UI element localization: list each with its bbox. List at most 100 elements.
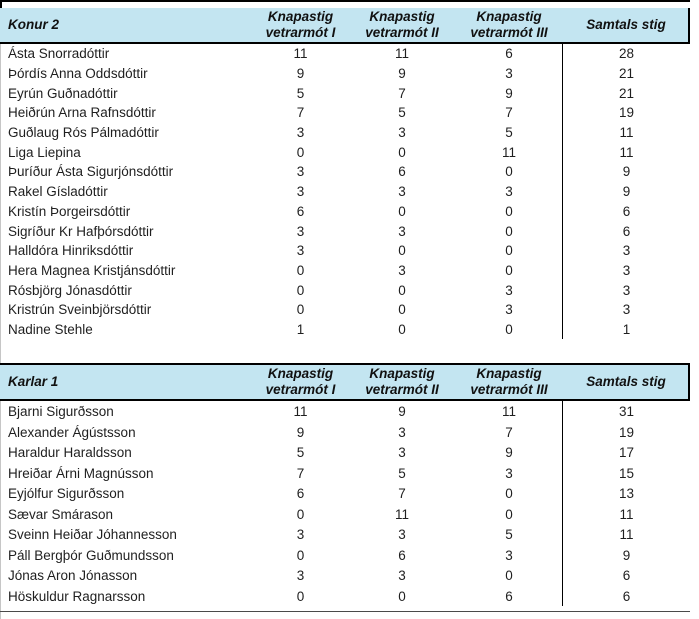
score-cell-1[interactable]: 7	[296, 465, 305, 481]
total-cell[interactable]: 9	[562, 162, 690, 182]
column-header-knapastig-1[interactable]: Knapastig vetrarmót I	[253, 8, 348, 42]
table-row[interactable]: Þuríður Ásta Sigurjónsdóttir 3 6 0 9	[0, 162, 690, 182]
column-header-knapastig-2[interactable]: Knapastig vetrarmót II	[348, 365, 456, 399]
score-cell-2[interactable]: 0	[398, 588, 406, 604]
score-cell-3[interactable]: 5	[505, 527, 513, 543]
rider-name-cell[interactable]: Nadine Stehle	[8, 321, 93, 337]
score-cell-2[interactable]: 0	[398, 282, 406, 298]
score-cell-3[interactable]: 0	[505, 243, 513, 259]
rider-name-cell[interactable]: Hera Magnea Kristjánsdóttir	[8, 262, 176, 278]
rider-name-cell[interactable]: Sveinn Heiðar Jóhannesson	[8, 527, 177, 543]
column-header-knapastig-2[interactable]: Knapastig vetrarmót II	[348, 8, 456, 42]
score-cell-3[interactable]: 0	[505, 203, 513, 219]
score-cell-3[interactable]: 3	[505, 282, 513, 298]
score-cell-3[interactable]: 9	[505, 445, 513, 461]
score-cell-2[interactable]: 5	[398, 105, 406, 121]
score-cell-2[interactable]: 7	[398, 486, 406, 502]
score-cell-1[interactable]: 1	[296, 321, 305, 337]
total-cell[interactable]: 17	[562, 442, 690, 463]
table-row[interactable]: Guðlaug Rós Pálmadóttir 3 3 5 11	[0, 122, 690, 143]
rider-name-cell[interactable]: Guðlaug Rós Pálmadóttir	[8, 125, 159, 141]
score-cell-3[interactable]: 9	[505, 85, 513, 101]
total-cell[interactable]: 3	[562, 299, 690, 320]
score-cell-3[interactable]: 3	[505, 465, 513, 481]
total-cell[interactable]: 28	[562, 44, 690, 64]
table-row[interactable]: Haraldur Haraldsson 5 3 9 17	[0, 442, 690, 463]
total-cell[interactable]: 3	[562, 280, 690, 300]
score-cell-1[interactable]: 9	[296, 66, 305, 82]
column-header-samtals[interactable]: Samtals stig	[586, 374, 666, 390]
table-row[interactable]: Bjarni Sigurðsson 11 9 11 31	[0, 401, 690, 422]
group-title[interactable]: Konur 2	[8, 17, 60, 32]
score-cell-1[interactable]: 0	[296, 547, 305, 563]
score-cell-1[interactable]: 3	[296, 243, 305, 259]
score-cell-2[interactable]: 0	[398, 321, 406, 337]
score-cell-3[interactable]: 3	[505, 66, 513, 82]
table-row[interactable]: Rakel Gísladóttir 3 3 3 9	[0, 181, 690, 202]
column-header-samtals[interactable]: Samtals stig	[586, 17, 666, 32]
total-cell[interactable]: 11	[562, 524, 690, 545]
total-cell[interactable]: 3	[562, 260, 690, 281]
rider-name-cell[interactable]: Ásta Snorradóttir	[8, 46, 110, 62]
score-cell-1[interactable]: 3	[296, 125, 305, 141]
score-cell-2[interactable]: 3	[398, 424, 406, 440]
rider-name-cell[interactable]: Hreiðar Árni Magnússon	[8, 465, 154, 481]
score-cell-2[interactable]: 3	[398, 262, 406, 278]
table-row[interactable]: Eyrún Guðnadóttir 5 7 9 21	[0, 83, 690, 104]
rider-name-cell[interactable]: Höskuldur Ragnarsson	[8, 588, 146, 604]
rider-name-cell[interactable]: Halldóra Hinriksdóttir	[8, 243, 134, 259]
rider-name-cell[interactable]: Rósbjörg Jónasdóttir	[8, 282, 132, 298]
score-cell-2[interactable]: 3	[398, 568, 406, 584]
table-row[interactable]: Heiðrún Arna Rafnsdóttir 7 5 7 19	[0, 103, 690, 123]
score-cell-1[interactable]: 5	[296, 85, 305, 101]
total-cell[interactable]: 3	[562, 240, 690, 261]
table-row[interactable]: Rósbjörg Jónasdóttir 0 0 3 3	[0, 280, 690, 300]
score-cell-3[interactable]: 5	[505, 125, 513, 141]
table-row[interactable]: Jónas Aron Jónasson 3 3 0 6	[0, 565, 690, 586]
total-cell[interactable]: 11	[562, 142, 690, 163]
total-cell[interactable]: 13	[562, 483, 690, 504]
score-cell-2[interactable]: 3	[398, 527, 406, 543]
score-cell-1[interactable]: 0	[296, 144, 305, 160]
table-row[interactable]: Eyjólfur Sigurðsson 6 7 0 13	[0, 483, 690, 504]
total-cell[interactable]: 19	[562, 103, 690, 123]
table-row[interactable]: Kristrún Sveinbjörsdóttir 0 0 3 3	[0, 299, 690, 320]
column-header-knapastig-1[interactable]: Knapastig vetrarmót I	[253, 365, 348, 399]
rider-name-cell[interactable]: Þuríður Ásta Sigurjónsdóttir	[8, 164, 174, 180]
total-cell[interactable]: 6	[562, 585, 690, 607]
table-row[interactable]: Þórdís Anna Oddsdóttir 9 9 3 21	[0, 63, 690, 84]
rider-name-cell[interactable]: Kristín Þorgeirsdóttir	[8, 203, 131, 219]
table-row[interactable]: Nadine Stehle 1 0 0 1	[0, 319, 690, 340]
total-cell[interactable]: 11	[562, 122, 690, 143]
score-cell-2[interactable]: 9	[398, 66, 406, 82]
score-cell-1[interactable]: 0	[296, 282, 305, 298]
score-cell-1[interactable]: 11	[293, 46, 308, 62]
score-cell-2[interactable]: 3	[398, 223, 406, 239]
score-cell-1[interactable]: 0	[296, 262, 305, 278]
score-cell-3[interactable]: 0	[505, 506, 513, 522]
rider-name-cell[interactable]: Eyjólfur Sigurðsson	[8, 486, 125, 502]
score-cell-2[interactable]: 11	[394, 506, 409, 522]
score-cell-2[interactable]: 0	[398, 144, 406, 160]
table-row[interactable]: Páll Bergþór Guðmundsson 0 6 3 9	[0, 544, 690, 566]
rider-name-cell[interactable]: Jónas Aron Jónasson	[8, 568, 138, 584]
total-cell[interactable]: 6	[562, 221, 690, 241]
table-row[interactable]: Kristín Þorgeirsdóttir 6 0 0 6	[0, 201, 690, 222]
score-cell-2[interactable]: 0	[398, 302, 406, 318]
score-cell-2[interactable]: 5	[398, 465, 406, 481]
total-cell[interactable]: 31	[562, 401, 690, 422]
total-cell[interactable]: 21	[562, 83, 690, 104]
score-cell-1[interactable]: 11	[293, 404, 308, 420]
rider-name-cell[interactable]: Sævar Smárason	[8, 506, 114, 522]
total-cell[interactable]: 15	[562, 462, 690, 484]
score-cell-2[interactable]: 0	[398, 203, 406, 219]
table-row[interactable]: Sveinn Heiðar Jóhannesson 3 3 5 11	[0, 524, 690, 545]
score-cell-2[interactable]: 0	[398, 243, 406, 259]
score-cell-3[interactable]: 0	[505, 223, 513, 239]
total-cell[interactable]: 21	[562, 63, 690, 84]
score-cell-1[interactable]: 6	[296, 203, 305, 219]
column-header-knapastig-3[interactable]: Knapastig vetrarmót III	[456, 8, 562, 42]
score-cell-3[interactable]: 6	[505, 46, 513, 62]
rider-name-cell[interactable]: Rakel Gísladóttir	[8, 184, 108, 200]
score-cell-3[interactable]: 0	[505, 321, 513, 337]
